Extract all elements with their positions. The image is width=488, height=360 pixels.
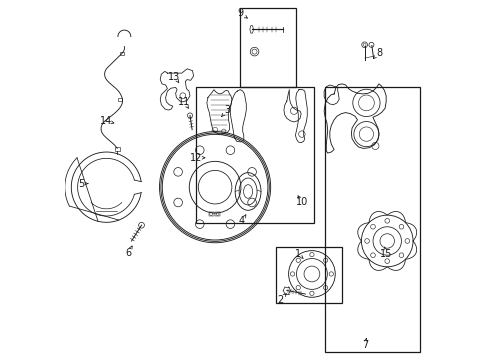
Text: 7: 7 [361, 340, 367, 350]
Bar [240, 8, 296, 87]
Text: 15: 15 [379, 248, 391, 258]
Text: 12: 12 [190, 153, 202, 163]
Text: 8: 8 [375, 48, 381, 58]
Text: 2: 2 [277, 295, 283, 305]
Text: 1: 1 [294, 248, 300, 258]
Text: 6: 6 [124, 248, 131, 258]
Bar [208, 212, 213, 216]
Bar [276, 247, 342, 303]
Text: 9: 9 [237, 8, 243, 18]
Text: 11: 11 [178, 97, 190, 107]
Text: 5: 5 [78, 179, 84, 189]
Bar [117, 98, 122, 101]
Text: 3: 3 [224, 105, 230, 115]
Text: 4: 4 [239, 216, 244, 226]
Bar [120, 52, 124, 55]
Text: 13: 13 [168, 72, 181, 82]
Text: 14: 14 [100, 116, 112, 126]
Bar [325, 87, 419, 352]
Bar [215, 212, 220, 216]
Bar [115, 147, 120, 150]
Text: 10: 10 [295, 197, 307, 207]
Bar [196, 87, 314, 223]
